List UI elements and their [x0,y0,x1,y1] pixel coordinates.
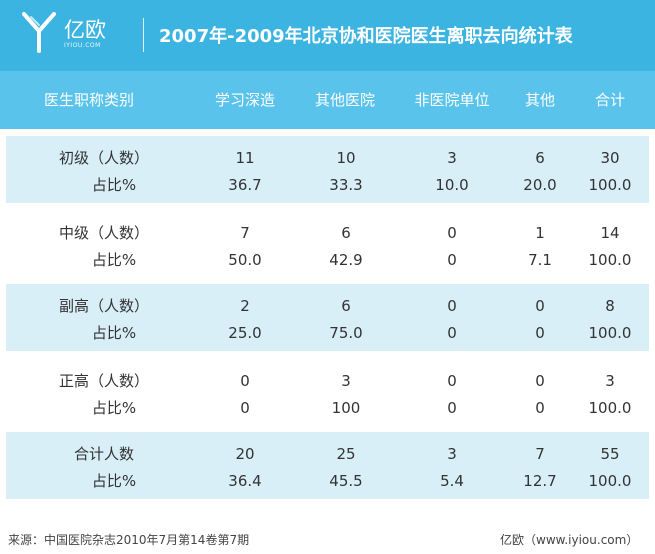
percent-cell: 0 [447,399,457,417]
percent-cell: 75.0 [329,324,363,342]
percent-cell: 45.5 [329,472,363,490]
percent-cell: 10.0 [435,176,469,194]
percent-cell: 100 [331,399,361,417]
column-header-other: 其他 [524,91,555,109]
percent-cell: 0 [535,399,545,417]
table-row-group: 初级（人数） 占比% 11 10 3 6 30 36.7 33.3 10.0 20.0 100.0 [6,136,649,203]
table-column-header: 医生职称类别 学习深造 其他医院 非医院单位 其他 合计 [0,71,655,129]
count-cell: 11 [235,149,255,167]
percent-cell: 100.0 [588,176,632,194]
row-sub-label: 占比% [91,399,137,417]
percent-cell: 42.9 [329,251,363,269]
count-cell: 2 [240,297,250,315]
row-label: 合计人数 [73,445,134,463]
row-sub-label: 占比% [91,176,137,194]
count-cell: 0 [447,297,457,315]
row-sub-label: 占比% [91,251,137,269]
percent-cell: 5.4 [440,472,464,490]
page-header: 亿欧 IYIOU.COM 2007年-2009年北京协和医院医生离职去向统计表 [0,0,655,71]
header-divider [143,18,144,52]
count-cell: 6 [341,297,351,315]
count-cell: 8 [605,297,615,315]
percent-cell: 100.0 [588,251,632,269]
count-cell: 0 [535,372,545,390]
percent-cell: 0 [447,324,457,342]
count-cell: 25 [336,445,356,463]
percent-cell: 100.0 [588,324,632,342]
count-cell: 1 [535,224,545,242]
row-label: 副高（人数） [58,297,149,315]
row-sub-label: 占比% [91,472,137,490]
percent-cell: 25.0 [228,324,262,342]
percent-cell: 50.0 [228,251,262,269]
count-cell: 20 [235,445,255,463]
source-note: 来源：中国医院杂志2010年7月第14卷第7期 [8,533,250,547]
column-header-other-hospital: 其他医院 [314,91,375,109]
count-cell: 55 [600,445,620,463]
page-title: 2007年-2009年北京协和医院医生离职去向统计表 [159,26,573,47]
percent-cell: 0 [447,251,457,269]
count-cell: 0 [535,297,545,315]
row-sub-label: 占比% [91,324,137,342]
table-row-group: 中级（人数） 占比% 7 6 0 1 14 50.0 42.9 0 7.1 100.0 [6,211,649,278]
count-cell: 3 [605,372,615,390]
count-cell: 3 [447,445,457,463]
row-label: 正高（人数） [58,372,149,390]
percent-cell: 0 [240,399,250,417]
logo-subtext: IYIOU.COM [64,42,101,49]
row-label: 中级（人数） [58,224,149,242]
count-cell: 14 [600,224,620,242]
logo-text: 亿欧 [64,18,106,42]
count-cell: 6 [341,224,351,242]
percent-cell: 36.7 [228,176,262,194]
count-cell: 0 [447,224,457,242]
iyiou-logo-icon [22,12,56,53]
count-cell: 0 [447,372,457,390]
count-cell: 7 [535,445,545,463]
percent-cell: 33.3 [329,176,363,194]
table-row-group: 正高（人数） 占比% 0 3 0 0 3 0 100 0 0 100.0 [6,359,649,426]
count-cell: 7 [240,224,250,242]
percent-cell: 12.7 [523,472,557,490]
count-cell: 3 [341,372,351,390]
count-cell: 30 [600,149,620,167]
row-label: 初级（人数） [58,149,149,167]
percent-cell: 100.0 [588,399,632,417]
column-header-non-hospital: 非医院单位 [414,91,490,109]
count-cell: 0 [240,372,250,390]
percent-cell: 7.1 [528,251,552,269]
percent-cell: 20.0 [523,176,557,194]
column-header-title-category: 医生职称类别 [43,91,134,109]
percent-cell: 36.4 [228,472,262,490]
table-row-group: 副高（人数） 占比% 2 6 0 0 8 25.0 75.0 0 0 100.0 [6,284,649,351]
count-cell: 6 [535,149,545,167]
percent-cell: 100.0 [588,472,632,490]
column-header-study: 学习深造 [214,91,275,109]
column-header-total: 合计 [594,91,625,109]
percent-cell: 0 [535,324,545,342]
credit-note: 亿欧（www.iyiou.com） [500,533,639,547]
count-cell: 3 [447,149,457,167]
table-row-group: 合计人数占比% 20 25 3 7 55 36.4 45.5 5.4 12.7 100.0 [6,432,649,499]
count-cell: 10 [336,149,356,167]
